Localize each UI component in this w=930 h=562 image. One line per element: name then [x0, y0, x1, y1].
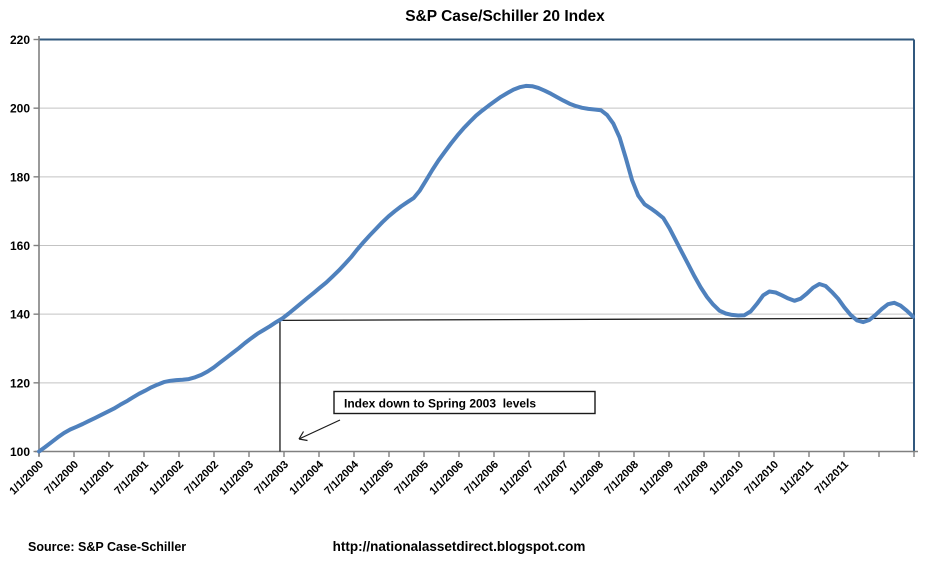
x-axis-label: 1/1/2010: [707, 459, 746, 498]
plot-border-layer: [39, 38, 915, 452]
spring-2003-level-line: [279, 317, 914, 321]
source-credit: Source: S&P Case-Schiller: [28, 540, 186, 554]
series-layer: [37, 83, 915, 454]
callout-arrowhead-part1: [298, 438, 308, 442]
y-axis-label: 120: [10, 376, 30, 390]
x-axis-label: 1/1/2003: [217, 459, 256, 498]
chart-title: S&P Case/Schiller 20 Index: [405, 8, 605, 25]
x-axis-label: 1/1/2008: [567, 459, 606, 498]
x-axis-label: 1/1/2007: [497, 459, 536, 498]
x-axis-label: 7/1/2008: [602, 459, 641, 498]
x-axis-label: 1/1/2000: [7, 459, 46, 498]
x-axis-label: 7/1/2001: [112, 459, 151, 498]
y-axis-label: 200: [10, 102, 30, 116]
callout-arrowhead-part2: [298, 431, 305, 440]
x-axis-label: 7/1/2006: [462, 459, 501, 498]
x-axis-label: 7/1/2011: [813, 459, 851, 497]
axes-layer: [33, 36, 918, 457]
x-axis-label: 7/1/2007: [532, 459, 571, 498]
x-axis-label: 1/1/2001: [77, 459, 116, 498]
x-axis-label: 1/1/2006: [427, 459, 466, 498]
x-axis-label: 7/1/2004: [322, 458, 361, 497]
x-axis-label: 7/1/2000: [42, 459, 81, 498]
callout-label: Index down to Spring 2003 levels: [344, 397, 536, 411]
x-axis-label: 1/1/2011: [778, 459, 816, 497]
x-axis-label: 1/1/2004: [287, 458, 326, 497]
x-axis-label: 7/1/2003: [252, 459, 291, 498]
blog-url: http://nationalassetdirect.blogspot.com: [333, 539, 586, 554]
y-axis-label: 160: [10, 239, 30, 253]
y-axis-label: 180: [10, 170, 30, 184]
y-axis-label: 140: [10, 308, 30, 322]
gridlines-layer: [39, 39, 914, 384]
x-axis-label: 1/1/2009: [637, 459, 676, 498]
case-shiller-index-line: [37, 83, 915, 454]
x-axis-label: 7/1/2010: [742, 459, 781, 498]
reference-lines-layer: [279, 317, 914, 452]
x-axis-label: 7/1/2005: [392, 459, 431, 498]
x-axis-label: 1/1/2005: [357, 459, 396, 498]
y-axis-label: 100: [10, 445, 30, 459]
x-axis-label: 7/1/2002: [182, 459, 221, 498]
y-axis-label: 220: [10, 33, 30, 47]
callout-box: [333, 390, 596, 415]
x-axis-label: 1/1/2002: [147, 459, 186, 498]
axis-labels-layer: 2202001801601401201001/1/20007/1/20001/1…: [7, 33, 851, 497]
callout-arrow-shaft: [298, 419, 341, 440]
callout: Index down to Spring 2003 levels: [298, 390, 596, 442]
x-axis-label: 7/1/2009: [672, 459, 711, 498]
